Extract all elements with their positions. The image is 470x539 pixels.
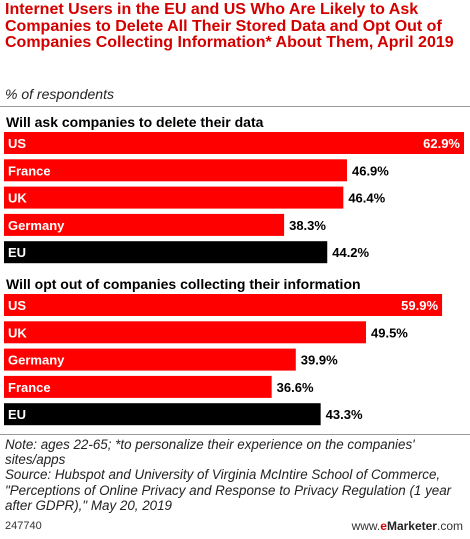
bar-2-germany — [4, 348, 296, 371]
category-label-1-uk: UK — [8, 191, 27, 206]
bar-1-uk — [4, 186, 344, 209]
brand-name: Marketer — [386, 519, 437, 533]
category-label-2-france: France — [8, 380, 51, 395]
value-label-2-france: 36.6% — [277, 380, 314, 395]
source-text: Source: Hubspot and University of Virgin… — [5, 467, 452, 513]
value-label-2-germany: 39.9% — [301, 353, 338, 368]
bar-2-eu — [4, 403, 321, 426]
section-title-delete: Will ask companies to delete their data — [6, 114, 264, 130]
bar-1-eu — [4, 241, 328, 264]
category-label-1-us: US — [8, 136, 26, 151]
value-label-1-eu: 44.2% — [332, 245, 369, 260]
value-label-2-uk: 49.5% — [371, 325, 408, 340]
value-label-1-france: 46.9% — [352, 163, 389, 178]
value-label-2-eu: 43.3% — [326, 407, 363, 422]
brand-prefix: www. — [351, 519, 381, 533]
category-label-1-france: France — [8, 163, 51, 178]
bar-2-france — [4, 375, 272, 398]
bottom-divider — [0, 434, 470, 435]
chart-notes: Note: ages 22-65; *to personalize their … — [5, 437, 465, 513]
top-divider — [0, 106, 470, 107]
bar-1-france — [4, 159, 347, 182]
category-label-1-eu: EU — [8, 245, 26, 260]
chart-title: Internet Users in the EU and US Who Are … — [5, 1, 454, 51]
category-label-1-germany: Germany — [8, 218, 65, 233]
brand-e: e — [380, 519, 387, 533]
bar-1-us — [4, 132, 464, 154]
category-label-2-eu: EU — [8, 407, 26, 422]
value-label-1-uk: 46.4% — [348, 191, 385, 206]
brand-suffix: .com — [436, 519, 463, 533]
brand-logo: www.eMarketer.com — [352, 519, 463, 533]
value-label-1-us: 62.9% — [423, 136, 460, 151]
chart-subtitle: % of respondents — [5, 86, 114, 102]
category-label-2-us: US — [8, 298, 26, 313]
note-text: Note: ages 22-65; *to personalize their … — [5, 437, 415, 468]
category-label-2-germany: Germany — [8, 353, 65, 368]
bar-2-us — [4, 294, 443, 316]
bar-1-germany — [4, 213, 285, 236]
value-label-1-germany: 38.3% — [289, 218, 326, 233]
bar-2-uk — [4, 321, 367, 344]
chart-id: 247740 — [5, 520, 42, 532]
section-title-opt-out: Will opt out of companies collecting the… — [6, 276, 361, 292]
value-label-2-us: 59.9% — [401, 298, 438, 313]
category-label-2-uk: UK — [8, 325, 27, 340]
